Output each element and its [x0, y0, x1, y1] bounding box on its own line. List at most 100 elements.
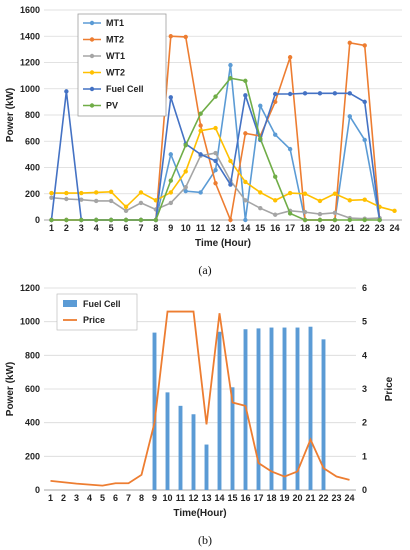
data-point-wt2 [243, 179, 248, 185]
data-point-wt2 [273, 198, 278, 203]
bar-fuel-cell [165, 392, 170, 490]
x-tick-label: 21 [345, 223, 355, 233]
x-tick-label: 11 [196, 223, 206, 233]
x-tick-label: 21 [305, 493, 315, 503]
bar-fuel-cell [204, 444, 209, 490]
data-point-wt1 [213, 150, 218, 156]
x-tick-label: 13 [225, 223, 235, 233]
y2-tick-label: 1 [362, 451, 367, 461]
data-point-wt1 [168, 200, 173, 206]
x-tick-label: 1 [49, 223, 54, 233]
chart-a-caption: (a) [198, 263, 211, 277]
data-point-pv [79, 217, 84, 223]
data-point-mt1 [362, 137, 367, 143]
data-point-wt1 [138, 200, 144, 206]
data-point-wt1 [123, 208, 129, 214]
data-point-pv [302, 217, 308, 223]
data-point-pv [123, 217, 129, 223]
data-point-wt1 [79, 197, 84, 202]
legend-label-fuel-cell: Fuel Cell [106, 84, 144, 94]
x-tick-label: 23 [375, 223, 385, 233]
data-point-wt2 [123, 204, 129, 210]
data-point-wt1 [49, 195, 54, 200]
data-point-fuel-cell [287, 91, 293, 97]
data-point-pv [153, 217, 159, 223]
x-tick-label: 23 [331, 493, 341, 503]
bar-fuel-cell [152, 332, 157, 490]
legend-marker-wt2 [89, 70, 95, 75]
x-tick-label: 18 [300, 223, 310, 233]
data-point-mt2 [168, 34, 173, 39]
data-point-fuel-cell [168, 95, 173, 100]
data-point-wt1 [302, 209, 308, 215]
data-point-pv [183, 142, 188, 148]
data-point-wt1 [94, 198, 99, 204]
bar-fuel-cell [295, 327, 300, 490]
y-tick-label: 0 [35, 215, 40, 225]
y-tick-label: 600 [25, 136, 40, 146]
data-point-wt1 [317, 211, 323, 217]
data-point-wt2 [392, 208, 397, 214]
x-tick-label: 16 [240, 493, 250, 503]
x-tick-label: 4 [87, 493, 92, 503]
data-point-mt1 [183, 188, 188, 194]
data-point-mt1 [347, 114, 352, 119]
data-point-fuel-cell [198, 152, 203, 157]
data-point-wt2 [138, 190, 144, 195]
x-tick-label: 9 [168, 223, 173, 233]
data-point-fuel-cell [362, 99, 367, 105]
chart-b-caption: (b) [198, 533, 212, 547]
x-tick-label: 8 [153, 223, 158, 233]
y2-tick-label: 0 [362, 485, 367, 495]
x-tick-label: 11 [176, 493, 186, 503]
y2-tick-label: 6 [362, 283, 367, 293]
data-point-mt1 [273, 132, 278, 137]
data-point-pv [198, 111, 203, 116]
x-tick-label: 24 [390, 223, 400, 233]
y-tick-label: 200 [25, 451, 40, 461]
y2-tick-label: 3 [362, 384, 367, 394]
data-point-pv [332, 217, 338, 223]
x-tick-label: 22 [360, 223, 370, 233]
data-point-wt2 [332, 191, 338, 196]
data-point-wt2 [258, 190, 263, 195]
x-tick-label: 6 [113, 493, 118, 503]
data-point-pv [108, 217, 114, 223]
x-tick-label: 16 [270, 223, 280, 233]
y-tick-label: 1400 [20, 31, 40, 41]
data-point-mt1 [228, 62, 233, 68]
data-point-fuel-cell [347, 91, 352, 96]
data-point-wt2 [213, 125, 218, 131]
y-tick-label: 1000 [20, 84, 40, 94]
data-point-pv [49, 217, 54, 223]
data-point-mt1 [213, 167, 218, 173]
legend-label-pv: PV [106, 101, 118, 111]
data-point-wt1 [332, 210, 338, 215]
data-point-mt1 [287, 146, 293, 152]
x-tick-label: 24 [344, 493, 354, 503]
data-point-pv [168, 178, 173, 183]
data-point-wt2 [302, 191, 308, 196]
data-point-wt2 [198, 128, 203, 133]
x-tick-label: 22 [318, 493, 328, 503]
legend-label-wt2: WT2 [106, 68, 125, 78]
legend-marker-pv [89, 103, 95, 108]
data-point-wt2 [49, 190, 54, 196]
data-point-fuel-cell [243, 93, 248, 98]
data-point-pv [213, 94, 218, 99]
x-axis-title: Time(Hour) [173, 508, 226, 519]
bar-fuel-cell [308, 326, 313, 490]
data-point-wt2 [228, 158, 233, 164]
y-axis-title: Power (kW) [5, 88, 16, 142]
x-tick-label: 15 [255, 223, 265, 233]
bar-fuel-cell [269, 327, 274, 490]
data-point-pv [362, 217, 367, 223]
x-tick-label: 20 [292, 493, 302, 503]
data-point-pv [377, 217, 382, 223]
data-point-mt2 [243, 131, 248, 136]
x-tick-label: 14 [214, 493, 224, 503]
data-point-fuel-cell [332, 91, 338, 96]
data-point-wt2 [183, 169, 188, 174]
x-tick-label: 19 [279, 493, 289, 503]
